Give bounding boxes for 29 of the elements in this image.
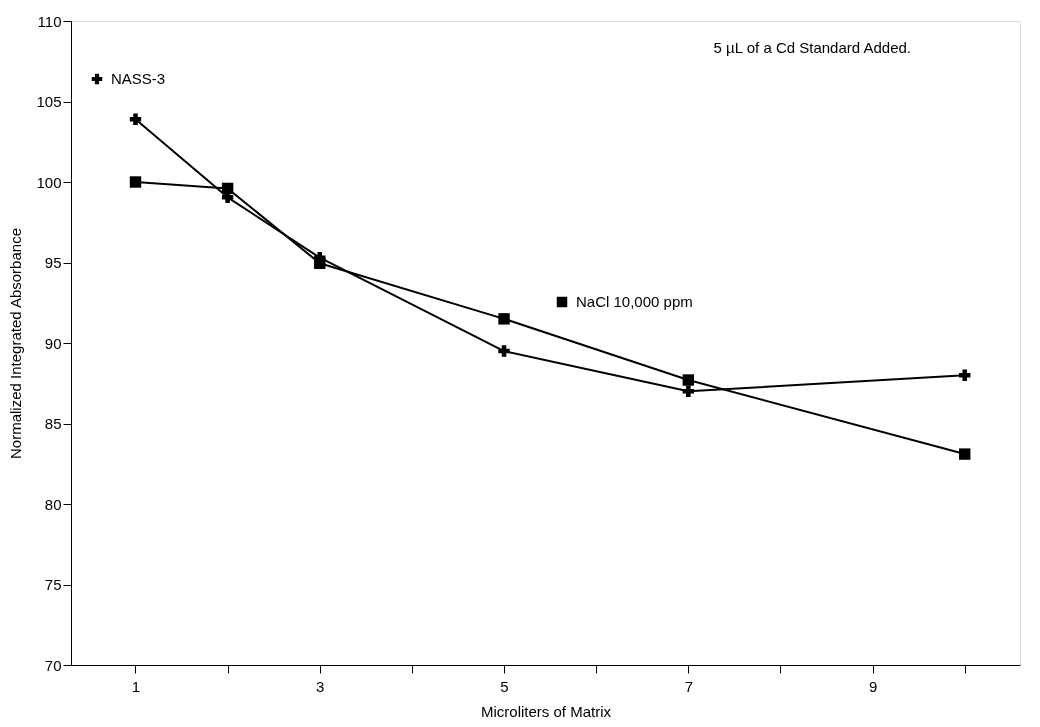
y-tick-label: 90 (44, 334, 62, 352)
y-tick-label: 85 (44, 415, 62, 432)
point (498, 345, 510, 357)
point (129, 113, 142, 125)
y-tick-label: 105 (36, 93, 62, 110)
y-tick-label: 95 (44, 254, 62, 271)
x-axis-title: Microliters of Matrix (480, 702, 612, 720)
point (129, 176, 142, 188)
point (682, 385, 695, 397)
x-tick-label: 7 (684, 677, 693, 695)
point (959, 448, 971, 460)
point (959, 369, 971, 381)
x-tick-label: 5 (500, 677, 509, 695)
y-tick-label: 80 (44, 495, 62, 513)
point (314, 257, 326, 270)
point (498, 313, 510, 325)
y-tick-label: 75 (44, 576, 62, 593)
legend-label: NASS-3 (111, 70, 166, 87)
point (682, 374, 695, 386)
point (221, 182, 234, 195)
y-axis-title: Normalized Integrated Absorbance (7, 228, 25, 459)
legend-label: NaCl 10,000 ppm (576, 293, 693, 310)
x-tick-label: 9 (868, 677, 878, 695)
y-tick-label: 100 (36, 173, 62, 191)
x-tick-label: 1 (131, 677, 141, 695)
annotation: 5 µL of a Cd Standard Added. (713, 39, 911, 56)
y-tick-label: 110 (37, 12, 62, 30)
y-tick-label: 70 (44, 656, 62, 674)
x-tick-label: 3 (316, 677, 325, 695)
